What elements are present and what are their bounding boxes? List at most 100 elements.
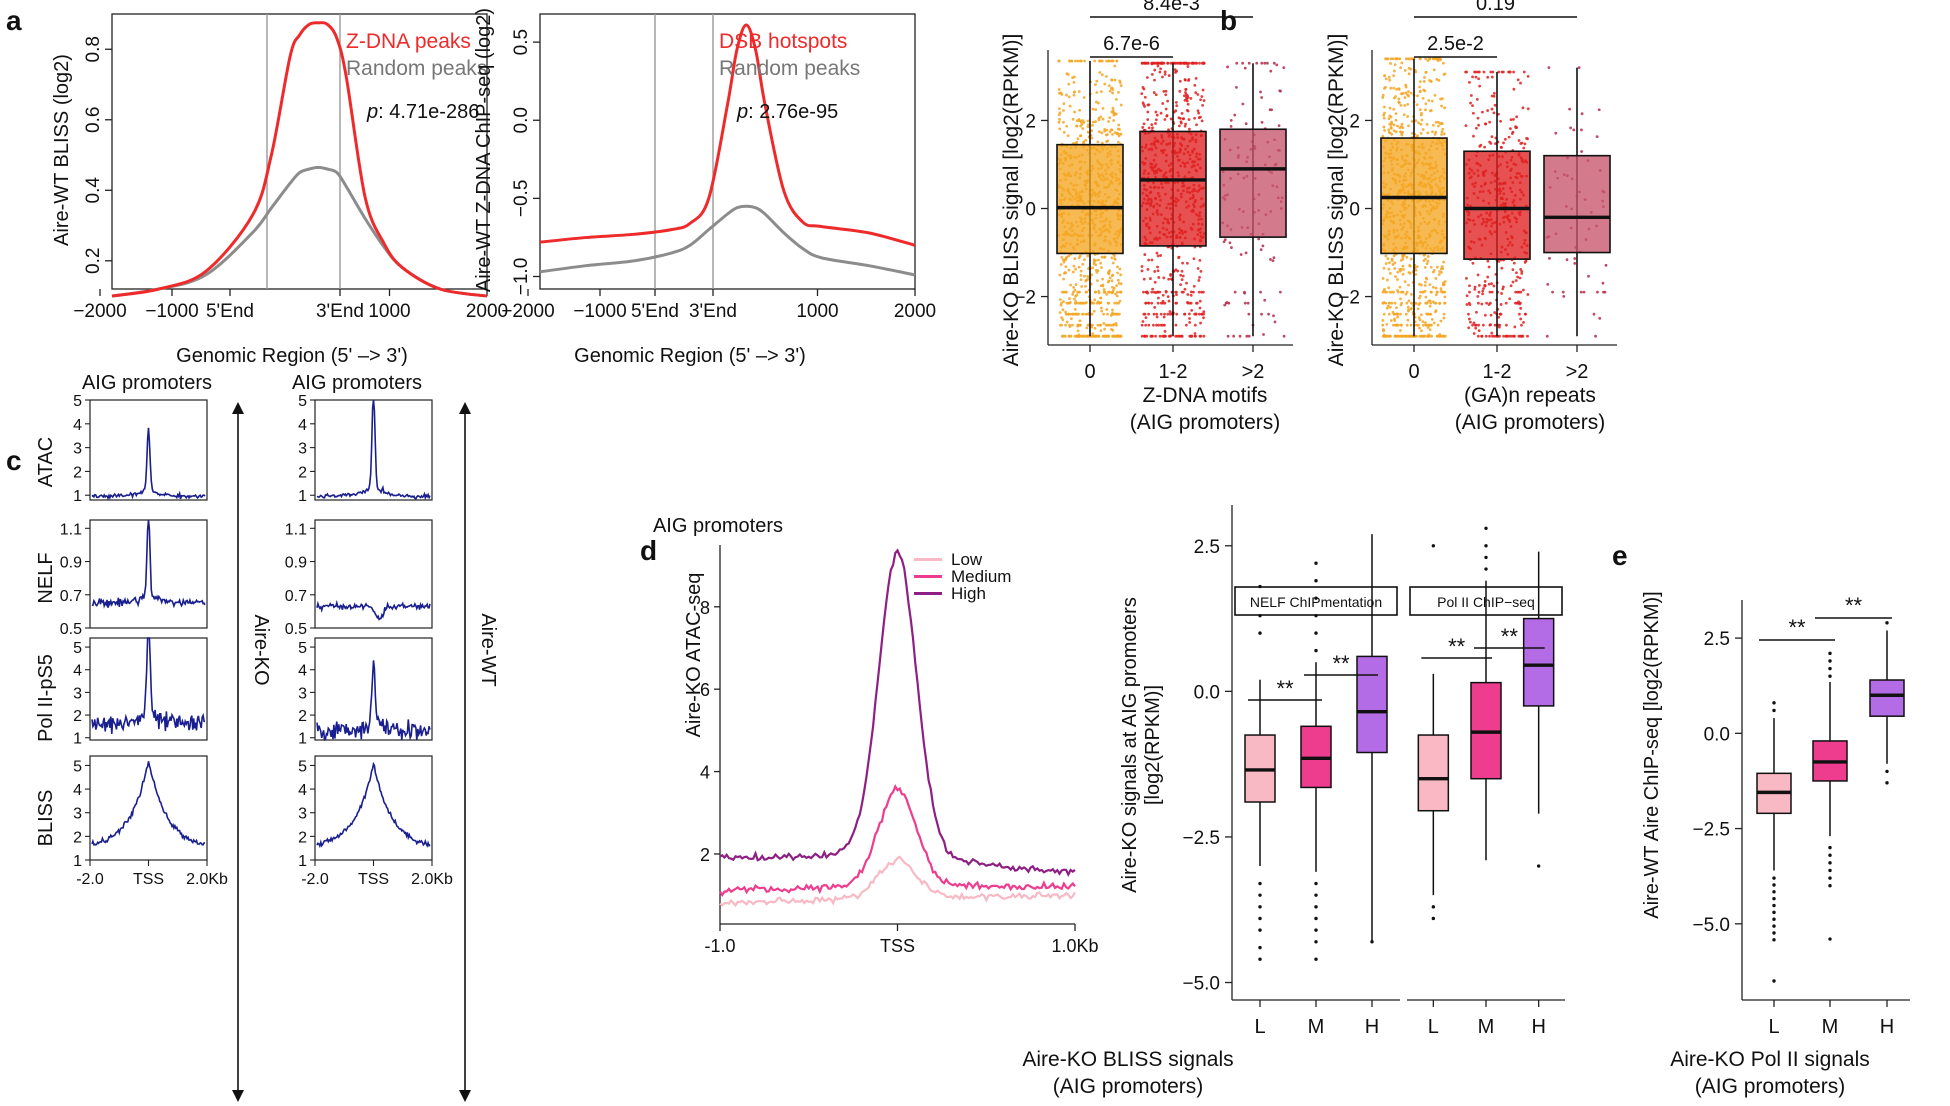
data-point xyxy=(1430,99,1434,103)
data-point xyxy=(1464,70,1468,74)
data-point xyxy=(1058,127,1062,131)
data-point xyxy=(1238,334,1242,338)
data-point xyxy=(1222,240,1226,244)
data-point xyxy=(1394,57,1398,61)
profile-line xyxy=(91,637,206,734)
data-point xyxy=(1476,273,1480,277)
data-point xyxy=(1062,277,1066,281)
data-point xyxy=(1443,301,1447,305)
y-tick-label: −5.0 xyxy=(1692,915,1730,936)
data-point xyxy=(1071,270,1075,274)
data-point xyxy=(1064,93,1068,97)
data-point xyxy=(1155,251,1159,255)
data-point xyxy=(1065,301,1069,305)
data-point xyxy=(1483,284,1487,288)
data-point xyxy=(1398,126,1402,130)
data-point xyxy=(1154,334,1157,338)
outlier-point xyxy=(1772,979,1776,983)
data-point xyxy=(1418,89,1422,93)
data-point xyxy=(1099,284,1103,288)
box xyxy=(1356,655,1388,754)
data-point xyxy=(1434,286,1438,290)
x-tick-label: 5'End xyxy=(206,301,254,322)
data-point xyxy=(1400,92,1403,96)
data-point xyxy=(1119,273,1123,277)
data-point xyxy=(1431,57,1435,61)
data-point xyxy=(1154,110,1158,114)
outlier-point xyxy=(1772,896,1776,901)
data-point xyxy=(1404,91,1408,95)
data-point xyxy=(1480,334,1484,338)
data-point xyxy=(1067,312,1071,316)
data-point xyxy=(1441,267,1445,271)
data-point xyxy=(1174,290,1178,294)
data-point xyxy=(1188,320,1192,324)
data-point xyxy=(1159,312,1163,316)
data-point xyxy=(1150,301,1154,305)
x-tick-label: 1.0Kb xyxy=(1051,936,1098,956)
data-point xyxy=(1108,89,1112,93)
x-tick-label: 3'End xyxy=(689,301,737,322)
x-tick-label: −1000 xyxy=(145,301,198,322)
data-point xyxy=(1434,57,1438,61)
data-point xyxy=(1243,291,1247,295)
data-point xyxy=(1432,269,1436,272)
data-point xyxy=(1500,70,1504,74)
legend-medium: Medium xyxy=(951,567,1011,586)
data-point xyxy=(1110,285,1114,289)
outlier-point xyxy=(1314,596,1318,600)
data-point xyxy=(1191,61,1195,65)
data-point xyxy=(1416,307,1420,311)
data-point xyxy=(1191,290,1195,294)
data-point xyxy=(1118,299,1122,303)
data-point xyxy=(1064,310,1068,314)
data-point xyxy=(1147,103,1151,107)
data-point xyxy=(1083,59,1086,63)
data-point xyxy=(1423,284,1427,287)
data-point xyxy=(1239,253,1243,256)
data-point xyxy=(1068,104,1072,108)
data-point xyxy=(1406,115,1410,118)
data-point xyxy=(1100,255,1104,259)
outlier-point xyxy=(1885,781,1889,785)
data-point xyxy=(1414,119,1418,123)
data-point xyxy=(1169,274,1173,277)
data-point xyxy=(1179,334,1182,338)
data-point xyxy=(1524,312,1527,316)
data-point xyxy=(1401,257,1405,261)
column-title-aire-ko: AIG promoters xyxy=(82,372,212,394)
x-tick-label: 2.0Kb xyxy=(186,871,228,888)
y-tick-label: 2 xyxy=(700,845,710,865)
data-point xyxy=(1110,256,1114,260)
data-point xyxy=(1260,312,1263,316)
data-point xyxy=(1512,87,1516,91)
outlier-point xyxy=(1772,890,1776,894)
data-point xyxy=(1062,260,1066,264)
data-point xyxy=(1087,123,1090,127)
data-point xyxy=(1194,91,1198,95)
data-point xyxy=(1183,124,1187,128)
outlier-point xyxy=(1828,937,1832,941)
data-point xyxy=(1183,98,1187,102)
data-point xyxy=(1474,75,1478,79)
data-point xyxy=(1147,323,1151,327)
data-point xyxy=(1075,124,1078,128)
data-point xyxy=(1580,112,1584,116)
data-point xyxy=(1392,107,1396,111)
data-point xyxy=(1394,95,1398,98)
facet-label: NELF ChIPmentation xyxy=(1250,594,1382,610)
data-point xyxy=(1086,254,1090,258)
data-point xyxy=(1385,278,1389,282)
data-point xyxy=(1425,122,1429,126)
y-tick-label: 1 xyxy=(73,488,82,505)
data-point xyxy=(1159,67,1162,71)
x-tick-label: 1-2 xyxy=(1483,361,1512,383)
data-point xyxy=(1518,276,1522,280)
data-point xyxy=(1408,334,1412,338)
data-point xyxy=(1420,111,1423,115)
facet-strip xyxy=(1234,586,1398,616)
data-point xyxy=(1597,108,1601,112)
outlier-point xyxy=(1258,905,1262,909)
series-line-low xyxy=(719,855,1076,908)
y-tick-label: 1 xyxy=(73,731,82,748)
